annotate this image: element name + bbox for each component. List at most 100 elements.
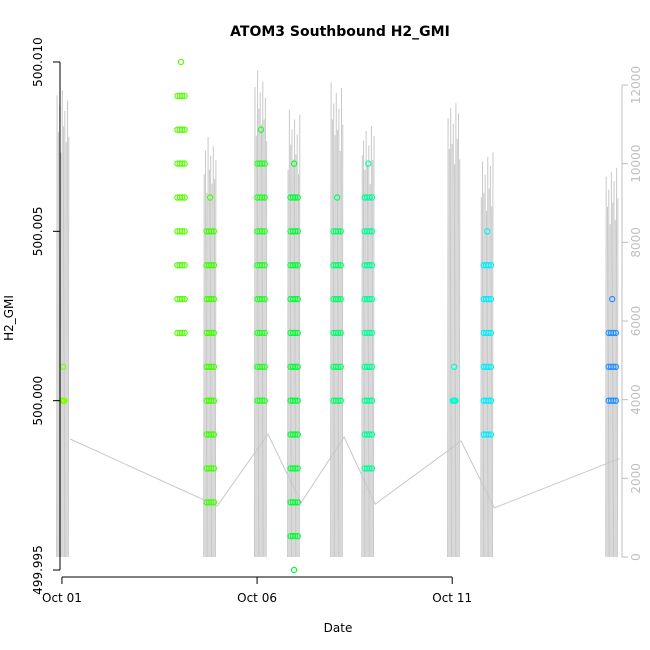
y-tick-label: 500.010 [31, 37, 45, 87]
data-point [261, 194, 268, 201]
data-point [178, 262, 186, 269]
data-point [208, 228, 215, 235]
data-point [366, 465, 373, 472]
data-point [366, 329, 373, 337]
data-point [294, 329, 301, 337]
data-point [178, 126, 186, 133]
data-point [487, 295, 495, 303]
data-point [365, 160, 372, 167]
data-point [292, 397, 299, 404]
data-point [485, 295, 492, 303]
data-point [487, 397, 495, 404]
data-point [290, 160, 298, 167]
right-tick-label: 2000 [629, 463, 643, 494]
data-point [259, 228, 266, 235]
data-point [210, 262, 217, 269]
data-point [290, 566, 298, 574]
data-point [259, 295, 266, 303]
data-point [487, 262, 495, 269]
data-point [259, 363, 266, 370]
data-point [487, 329, 495, 337]
data-point [61, 397, 68, 404]
data-point [181, 329, 188, 337]
data-point [261, 363, 268, 370]
data-point [335, 228, 342, 235]
data-point [210, 431, 217, 438]
y-axis-label: H2_GMI [2, 295, 16, 341]
data-point [452, 397, 459, 404]
data-point [337, 329, 344, 337]
secondary-series-lines [56, 70, 620, 558]
data-point [294, 194, 301, 201]
data-point [210, 329, 217, 337]
data-point [484, 228, 491, 235]
data-point [366, 431, 373, 438]
data-point [181, 92, 188, 100]
data-point [610, 397, 617, 404]
data-point [210, 499, 217, 506]
data-point [208, 363, 215, 370]
burst-1 [56, 90, 70, 558]
data-point [485, 397, 492, 404]
data-point [368, 431, 376, 438]
data-point [178, 295, 186, 303]
data-point [366, 363, 373, 370]
x-tick-label: Oct 06 [237, 591, 277, 605]
data-point [259, 262, 266, 269]
right-tick-label: 12000 [629, 66, 643, 104]
data-point [261, 329, 268, 337]
y-tick-label: 500.000 [31, 376, 45, 426]
data-point [208, 295, 215, 303]
data-point [292, 532, 299, 540]
burst-3 [254, 70, 268, 558]
data-point [294, 465, 301, 472]
data-point [366, 228, 373, 235]
data-point [261, 228, 268, 235]
data-point [210, 363, 217, 370]
data-point [259, 194, 266, 201]
data-point [178, 160, 186, 167]
data-point [178, 329, 186, 337]
data-point [337, 262, 344, 269]
data-point [210, 295, 217, 303]
data-point [337, 363, 344, 370]
x-axis-label: Date [324, 621, 353, 635]
data-point [368, 329, 376, 337]
data-point [292, 194, 299, 201]
data-point [292, 499, 299, 506]
data-point [178, 228, 186, 235]
data-point [368, 228, 376, 235]
data-point [612, 363, 620, 370]
burst-9 [605, 167, 619, 558]
data-point [292, 363, 299, 370]
data-point [208, 431, 215, 438]
data-point [208, 262, 215, 269]
data-point [261, 160, 268, 167]
data-point [335, 262, 342, 269]
data-point [294, 431, 301, 438]
data-point [368, 397, 376, 404]
data-point [337, 397, 344, 404]
data-point [294, 532, 301, 540]
data-point [294, 397, 301, 404]
data-point [257, 126, 265, 133]
data-point [210, 228, 217, 235]
data-point [259, 329, 266, 337]
data-point [292, 228, 299, 235]
data-point [208, 397, 215, 404]
data-point [292, 465, 299, 472]
data-point [292, 329, 299, 337]
data-point [181, 295, 188, 303]
data-point [181, 228, 188, 235]
data-point [335, 295, 342, 303]
data-point [368, 295, 376, 303]
burst-8 [480, 152, 494, 558]
data-point [208, 499, 215, 506]
x-tick-label: Oct 11 [432, 591, 472, 605]
data-point [206, 194, 214, 201]
data-point [261, 397, 268, 404]
data-point [208, 329, 215, 337]
data-point [335, 397, 342, 404]
